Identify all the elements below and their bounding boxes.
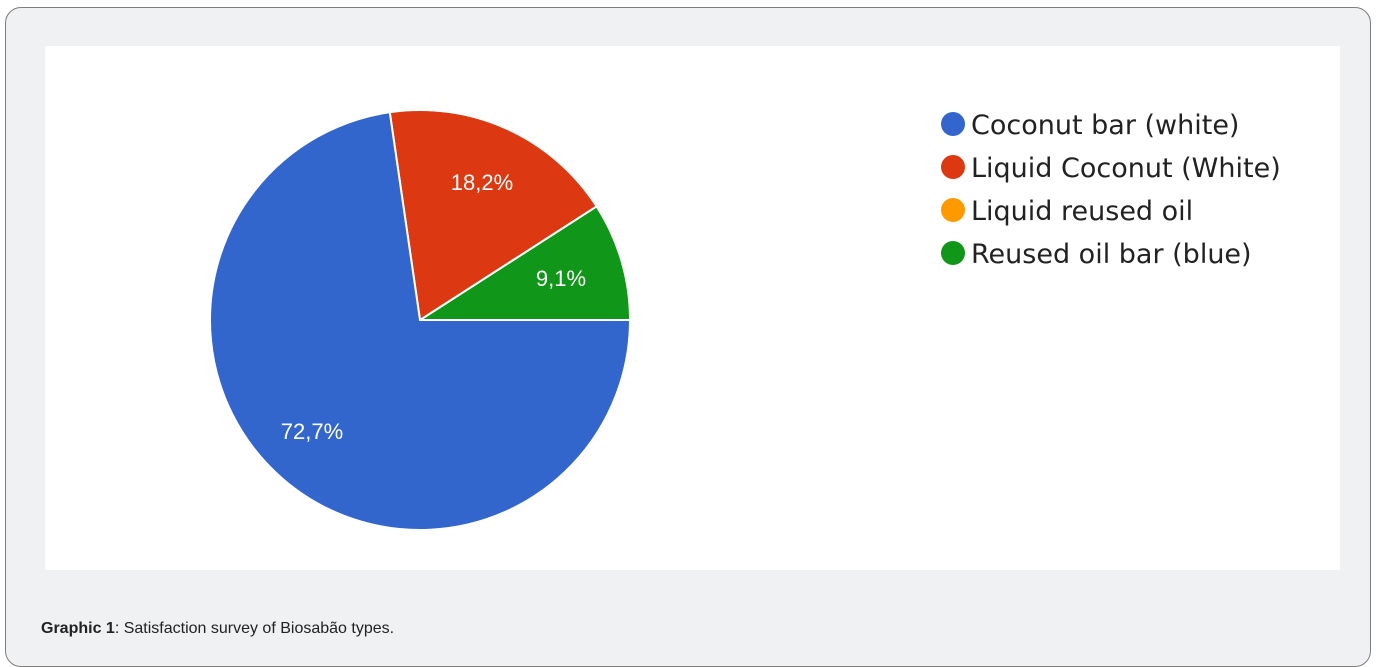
figure-frame: 9,1% 18,2% 72,7% Coconut bar (white) Liquid … [5, 7, 1371, 667]
pie-slice-0 [209, 111, 632, 531]
pie-slice-3 [416, 204, 632, 321]
figure-caption: Graphic 1: Satisfaction survey of Biosab… [41, 620, 394, 638]
legend-marker-3 [941, 241, 965, 265]
legend-label-1: Liquid Coconut (White) [971, 153, 1281, 184]
pie-slice-label-1: 18,2% [451, 170, 513, 195]
pie-chart: 9,1% 18,2% 72,7% Coconut bar (white) Liquid … [209, 109, 1281, 531]
legend-marker-2 [941, 198, 965, 222]
pie-slice-label-3: 9,1% [536, 266, 586, 291]
legend-label-0: Coconut bar (white) [971, 110, 1239, 141]
caption-label: Graphic 1 [41, 620, 115, 637]
caption-text: : Satisfaction survey of Biosabão types. [114, 620, 395, 637]
legend-marker-1 [941, 155, 965, 179]
legend-label-2: Liquid reused oil [971, 196, 1193, 227]
pie-slice-label-0: 72,7% [281, 419, 343, 444]
legend-marker-0 [941, 112, 965, 136]
pie-slice-1 [388, 109, 598, 322]
chart-panel: 9,1% 18,2% 72,7% Coconut bar (white) Liquid … [45, 46, 1340, 570]
legend-label-3: Reused oil bar (blue) [971, 239, 1252, 270]
